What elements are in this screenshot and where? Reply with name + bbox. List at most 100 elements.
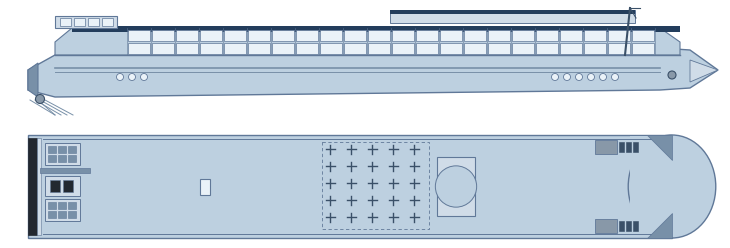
Polygon shape (690, 60, 718, 82)
Circle shape (575, 73, 583, 81)
Bar (633, 142, 638, 152)
Bar (50, 180, 60, 192)
Bar (58, 202, 66, 209)
Bar (272, 43, 294, 54)
Bar (176, 30, 198, 41)
Circle shape (612, 73, 618, 81)
Bar (58, 155, 66, 162)
Bar (488, 30, 510, 41)
Bar (200, 179, 210, 194)
Bar (37, 138, 41, 235)
Circle shape (564, 73, 571, 81)
Bar (464, 43, 486, 54)
Bar (512, 30, 534, 41)
Bar (437, 157, 475, 216)
Bar (45, 176, 80, 196)
Bar (608, 30, 630, 41)
Bar (595, 219, 617, 233)
Bar (63, 180, 73, 192)
Bar (68, 211, 76, 218)
Bar (595, 140, 617, 154)
Bar (48, 155, 56, 162)
Bar (464, 30, 486, 41)
Bar (60, 18, 71, 26)
Bar (28, 135, 672, 238)
Bar (88, 18, 99, 26)
Bar (626, 221, 631, 231)
Bar (55, 16, 117, 28)
Bar (102, 18, 113, 26)
Bar (72, 26, 662, 32)
Bar (200, 43, 222, 54)
Bar (248, 43, 270, 54)
Bar (632, 30, 654, 41)
Bar (416, 43, 438, 54)
Bar (296, 30, 318, 41)
Bar (344, 30, 366, 41)
Circle shape (551, 73, 558, 81)
Bar (45, 199, 80, 221)
Bar (536, 30, 558, 41)
Polygon shape (28, 63, 38, 97)
Bar (416, 30, 438, 41)
Bar (630, 136, 673, 237)
Bar (40, 168, 90, 173)
Bar (68, 146, 76, 153)
Bar (58, 146, 66, 153)
Bar (390, 10, 635, 14)
Circle shape (128, 73, 136, 81)
Bar (176, 43, 198, 54)
Bar (45, 143, 80, 165)
Bar (368, 43, 390, 54)
Circle shape (588, 73, 594, 81)
Bar (368, 30, 390, 41)
Bar (248, 30, 270, 41)
Bar (662, 26, 680, 32)
Polygon shape (647, 135, 672, 160)
Bar (28, 138, 37, 235)
Bar (74, 18, 85, 26)
Bar (584, 30, 606, 41)
Bar (296, 43, 318, 54)
Ellipse shape (629, 135, 716, 238)
Circle shape (435, 166, 477, 207)
Bar (320, 30, 342, 41)
Bar (390, 10, 635, 23)
Bar (632, 43, 654, 54)
Circle shape (36, 94, 45, 103)
Bar (626, 142, 631, 152)
Bar (48, 146, 56, 153)
Bar (560, 43, 582, 54)
Polygon shape (55, 28, 680, 55)
Bar (560, 30, 582, 41)
Circle shape (599, 73, 607, 81)
Bar (58, 211, 66, 218)
Bar (224, 30, 246, 41)
Bar (68, 202, 76, 209)
Circle shape (117, 73, 123, 81)
Bar (440, 30, 462, 41)
Bar (512, 43, 534, 54)
Bar (128, 43, 150, 54)
Bar (608, 43, 630, 54)
Bar (48, 202, 56, 209)
Bar (320, 43, 342, 54)
Bar (128, 30, 150, 41)
Bar (68, 155, 76, 162)
Bar (619, 142, 624, 152)
Bar (48, 211, 56, 218)
Bar (488, 43, 510, 54)
Bar (392, 43, 414, 54)
Bar (344, 43, 366, 54)
Bar (619, 221, 624, 231)
Bar (322, 142, 429, 229)
Bar (272, 30, 294, 41)
Circle shape (140, 73, 147, 81)
Polygon shape (28, 48, 718, 97)
Bar (536, 43, 558, 54)
Bar (440, 43, 462, 54)
Bar (584, 43, 606, 54)
Bar (200, 30, 222, 41)
Circle shape (668, 71, 676, 79)
Bar (392, 30, 414, 41)
